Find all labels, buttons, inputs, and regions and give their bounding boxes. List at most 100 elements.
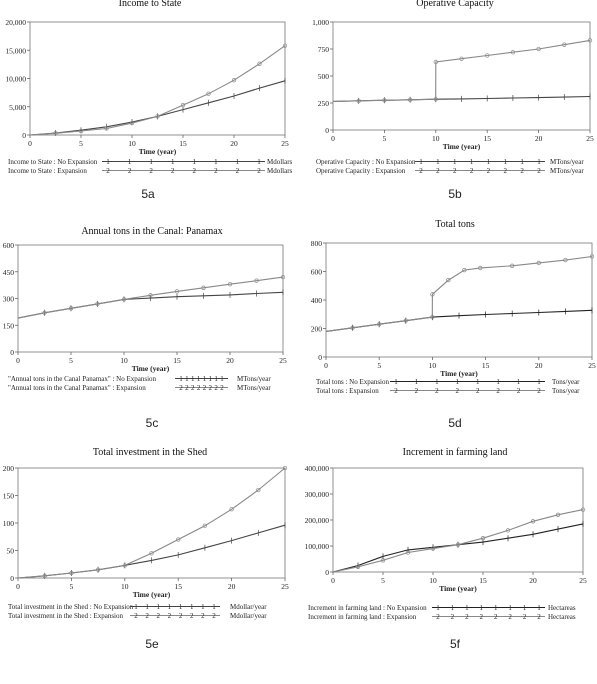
legend-marker-5f-1: 1 bbox=[436, 604, 440, 612]
series-marker-5a-2 bbox=[180, 102, 186, 108]
chart-title-5d: Total tons bbox=[435, 219, 475, 230]
y-tick-label-5c: 600 bbox=[3, 241, 15, 250]
series-line-5a-2 bbox=[29, 45, 286, 136]
legend-marker-5e-1: 1 bbox=[212, 603, 216, 611]
series-marker-5d-2 bbox=[430, 314, 435, 320]
legend-marker-5c-2: 2 bbox=[179, 384, 183, 392]
legend-label-5d-1: Total tons : No Expansion bbox=[316, 378, 390, 386]
y-tick-label-5e: 50 bbox=[7, 547, 15, 556]
y-tick-label-5f: 200,000 bbox=[305, 516, 330, 525]
series-marker-5a-2 bbox=[282, 43, 288, 48]
y-tick-label-5e: 150 bbox=[3, 492, 15, 501]
legend-marker-5f-1: 1 bbox=[480, 604, 484, 612]
legend-marker-5c-1: 1 bbox=[214, 375, 218, 383]
legend-marker-5d-2: 2 bbox=[394, 387, 398, 395]
panel-caption-5b: 5b bbox=[448, 187, 462, 201]
y-tick-label-5b: 0 bbox=[325, 126, 329, 135]
y-tick-label-5a: 15,000 bbox=[5, 46, 26, 55]
legend-label-5e-1: Total investment in the Shed : No Expans… bbox=[8, 603, 134, 611]
legend-marker-5e-1: 1 bbox=[201, 603, 205, 611]
legend-label-5f-2: Increment in farming land : Expansion bbox=[308, 613, 417, 621]
legend-marker-5c-1: 1 bbox=[185, 375, 189, 383]
legend-marker-5f-2: 2 bbox=[523, 613, 527, 621]
y-tick-label-5b: 1,000 bbox=[312, 18, 329, 27]
chart-title-5f: Increment in farming land bbox=[403, 447, 508, 458]
series-marker-5f-2 bbox=[505, 528, 511, 533]
x-tick-label-5e: 0 bbox=[16, 582, 20, 591]
legend-marker-5b-2: 2 bbox=[487, 167, 491, 175]
legend-marker-5f-1: 1 bbox=[523, 604, 527, 612]
x-tick-label-5f: 0 bbox=[331, 576, 335, 585]
legend-unit-5f-2: Hectareas bbox=[548, 613, 576, 621]
legend-label-5d-2: Total tons : Expansion bbox=[316, 387, 379, 395]
legend-marker-5e-1: 1 bbox=[190, 603, 194, 611]
series-marker-5b-2 bbox=[382, 98, 387, 103]
series-marker-5f-2 bbox=[530, 519, 536, 524]
legend-marker-5a-2: 2 bbox=[236, 167, 240, 175]
legend-marker-5c-1: 1 bbox=[197, 375, 201, 383]
legend-marker-5c-1: 1 bbox=[203, 375, 207, 383]
plot-frame-5b bbox=[332, 21, 591, 131]
legend-marker-5a-1: 1 bbox=[193, 158, 197, 166]
x-tick-label-5c: 15 bbox=[173, 356, 181, 365]
series-marker-5e-2 bbox=[122, 563, 127, 568]
panel-caption-5e: 5e bbox=[145, 637, 159, 651]
legend-label-5e-2: Total investment in the Shed : Expansion bbox=[8, 612, 123, 620]
series-marker-5e-2 bbox=[256, 487, 261, 493]
legend-marker-5a-1: 1 bbox=[106, 158, 110, 166]
series-marker-5d-2 bbox=[430, 292, 435, 297]
legend-marker-5f-2: 2 bbox=[436, 613, 440, 621]
series-marker-5f-2 bbox=[455, 542, 461, 547]
legend-marker-5e-2: 2 bbox=[179, 612, 183, 620]
series-marker-5d-2 bbox=[350, 325, 355, 330]
legend-marker-5e-2: 2 bbox=[212, 612, 216, 620]
series-marker-5d-2 bbox=[403, 318, 408, 323]
series-marker-5f-2 bbox=[355, 564, 361, 569]
series-marker-5b-2 bbox=[587, 38, 593, 43]
legend-marker-5e-2: 2 bbox=[168, 612, 172, 620]
chart-5a: Income to State 0 5 10 15 20 25 0 5,000 10,000 15,… bbox=[5, 0, 292, 201]
legend-label-5b-2: Operative Capacity : Expansion bbox=[316, 167, 406, 175]
legend-marker-5c-1: 1 bbox=[209, 375, 213, 383]
legend-unit-5a-1: Mdollars bbox=[267, 158, 293, 166]
legend-label-5f-1: Increment in farming land : No Expansion bbox=[308, 604, 427, 612]
y-tick-label-5f: 300,000 bbox=[305, 490, 330, 499]
series-marker-5f-2 bbox=[580, 507, 586, 512]
series-line-5b-2 bbox=[332, 39, 591, 102]
series-marker-5a-2 bbox=[104, 126, 109, 131]
legend-marker-5d-2: 2 bbox=[517, 387, 521, 395]
legend-unit-5c-1: MTons/year bbox=[237, 375, 271, 383]
y-tick-label-5c: 0 bbox=[10, 348, 14, 357]
series-marker-5b-2 bbox=[485, 53, 490, 58]
legend-marker-5f-2: 2 bbox=[537, 613, 541, 621]
x-tick-label-5e: 5 bbox=[70, 582, 74, 591]
legend-marker-5e-1: 1 bbox=[179, 603, 183, 611]
series-marker-5f-2 bbox=[405, 550, 411, 555]
legend-marker-5f-2: 2 bbox=[480, 613, 484, 621]
panel-caption-5a: 5a bbox=[141, 187, 155, 201]
series-marker-5d-2 bbox=[510, 263, 515, 268]
legend-marker-5a-2: 2 bbox=[214, 167, 218, 175]
legend-marker-5b-2: 2 bbox=[537, 167, 541, 175]
series-marker-5c-2 bbox=[174, 289, 180, 294]
legend-label-5c-2: "Annual tons in the Canal Panamax" : Exp… bbox=[8, 384, 146, 392]
legend-marker-5a-2: 2 bbox=[257, 167, 261, 175]
y-tick-label-5d: 800 bbox=[311, 239, 323, 248]
series-marker-5e-2 bbox=[95, 567, 101, 572]
legend-marker-5a-2: 2 bbox=[106, 167, 110, 175]
series-marker-5b-2 bbox=[562, 42, 567, 47]
x-axis-label-5e: Time (year) bbox=[133, 590, 171, 599]
legend-marker-5d-1: 1 bbox=[456, 378, 460, 386]
x-tick-label-5c: 25 bbox=[279, 356, 287, 365]
series-marker-5c-2 bbox=[254, 278, 259, 283]
x-tick-label-5e: 10 bbox=[121, 582, 129, 591]
legend-marker-5c-2: 2 bbox=[197, 384, 201, 392]
series-marker-5e-2 bbox=[69, 570, 74, 576]
legend-unit-5d-1: Tons/year bbox=[552, 378, 580, 386]
legend-marker-5f-1: 1 bbox=[508, 604, 512, 612]
x-tick-label-5a: 10 bbox=[128, 139, 136, 148]
legend-marker-5b-1: 1 bbox=[504, 158, 508, 166]
series-marker-5a-2 bbox=[155, 114, 160, 119]
legend-marker-5e-1: 1 bbox=[157, 603, 161, 611]
